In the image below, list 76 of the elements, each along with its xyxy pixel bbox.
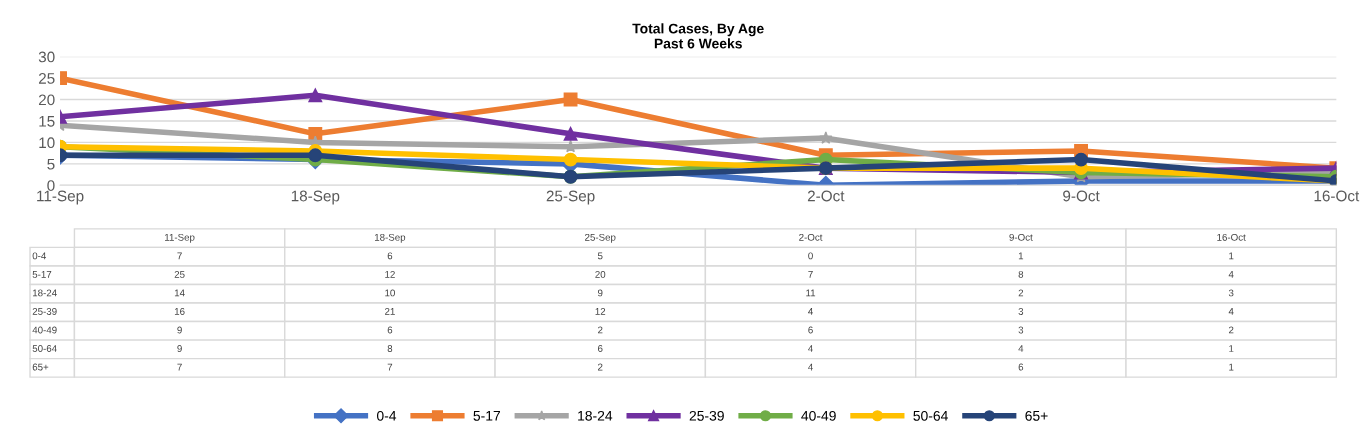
data-label: 1: [1229, 363, 1234, 371]
data-label: 9: [597, 289, 603, 297]
data-label: 4: [808, 345, 813, 352]
y-tick-label: 0: [47, 180, 55, 191]
data-label: 12: [595, 308, 606, 315]
legend-label: 5-17: [473, 411, 501, 421]
data-label: 21: [385, 308, 395, 315]
data-label: 8: [1018, 270, 1024, 278]
y-tick-label: 15: [39, 116, 55, 127]
y-tick-label: 30: [38, 51, 55, 63]
data-label: 7: [808, 271, 813, 278]
x-tick-label: 18-Sep: [291, 190, 340, 205]
data-label: 11: [806, 289, 816, 297]
data-label: 1: [1018, 252, 1024, 260]
data-label: 1: [1229, 345, 1234, 352]
y-tick-label: 25: [38, 72, 55, 84]
data-label: 2: [1018, 289, 1024, 297]
data-label: 6: [387, 326, 393, 334]
text: 50-64: [32, 345, 57, 352]
data-label: 6: [1018, 363, 1024, 371]
category-label: 16-Oct: [1217, 233, 1246, 241]
data-label: 12: [385, 270, 395, 278]
data-label: 3: [1018, 326, 1024, 334]
legend-label: 50-64: [913, 410, 948, 421]
data-label: 6: [387, 252, 393, 260]
data-label: 10: [385, 289, 395, 297]
data-label: 2: [598, 363, 603, 371]
data-label: 6: [808, 326, 813, 334]
data-label: 25: [174, 270, 185, 278]
data-label: 1: [1229, 252, 1234, 260]
data-label: 16: [174, 308, 185, 315]
data-label: 5: [597, 252, 603, 260]
x-tick-label: 16-Oct: [1314, 190, 1360, 202]
data-label: 9: [177, 345, 182, 352]
data-label: 7: [387, 363, 393, 371]
data-label: 0: [808, 252, 813, 260]
data-label: 3: [1018, 308, 1024, 315]
chart-title: Total Cases, By Age Past 6 Weeks: [632, 23, 764, 49]
data-label: 4: [808, 363, 813, 371]
x-tick-label: 25-Sep: [546, 190, 595, 205]
x-tick-label: 9-Oct: [1063, 190, 1100, 202]
text: 65+: [32, 363, 49, 371]
text: 5-17: [32, 271, 52, 278]
y-tick-label: 5: [47, 158, 55, 170]
text: 25-39: [32, 308, 57, 315]
y-tick-label: 20: [38, 94, 55, 106]
data-label: 6: [598, 345, 603, 352]
data-label: 4: [808, 308, 813, 315]
data-label: 8: [387, 345, 393, 352]
category-label: 18-Sep: [374, 233, 406, 243]
data-label: 4: [1228, 308, 1234, 315]
category-label: 11-Sep: [165, 233, 195, 243]
category-label: 9-Oct: [1009, 233, 1033, 241]
legend-label: 18-24: [578, 410, 613, 421]
data-label: 9: [177, 326, 182, 334]
data-label: 7: [177, 363, 182, 371]
data-label: 7: [177, 252, 182, 260]
y-tick-label: 10: [39, 137, 55, 149]
text: 0-4: [32, 252, 47, 260]
data-label: 4: [1018, 345, 1024, 352]
x-tick-label: 11-Sep: [37, 190, 84, 205]
legend-label: 40-49: [801, 410, 836, 421]
x-tick-label: 2-Oct: [807, 190, 845, 202]
data-label: 3: [1228, 289, 1234, 297]
legend-label: 25-39: [689, 410, 724, 421]
data-label: 2: [1228, 326, 1234, 334]
category-label: 2-Oct: [799, 233, 823, 241]
legend-label: 0-4: [376, 410, 397, 421]
data-label: 4: [1228, 271, 1234, 278]
category-label: 25-Sep: [585, 233, 616, 243]
text: 40-49: [32, 326, 57, 334]
data-label: 2: [598, 326, 603, 334]
data-label: 14: [174, 289, 185, 297]
text: 18-24: [32, 289, 57, 297]
legend-label: 65+: [1025, 410, 1048, 421]
data-label: 20: [595, 270, 606, 278]
